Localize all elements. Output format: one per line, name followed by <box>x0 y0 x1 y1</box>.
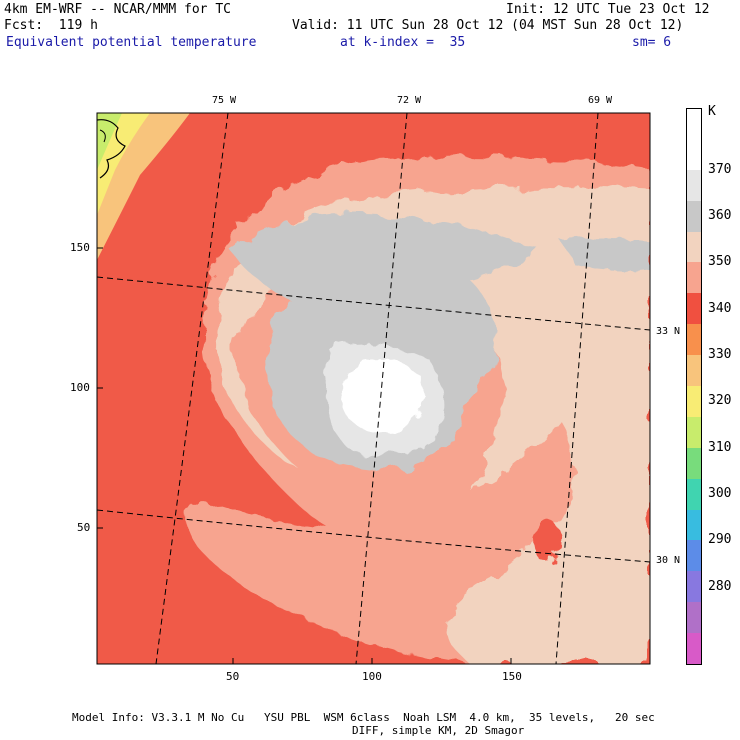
colorbar-swatch <box>686 138 702 170</box>
colorbar-label: 310 <box>708 439 732 455</box>
thetae-fill-360 <box>230 214 540 470</box>
y-tick-label: 150 <box>70 241 90 254</box>
y-tick-label: 50 <box>77 521 91 534</box>
x-tick-label: 150 <box>502 670 522 683</box>
meridian-69w <box>555 113 599 664</box>
colorbar-swatch <box>686 169 702 201</box>
colorbar-swatch <box>686 602 702 634</box>
x-tick-label: 50 <box>226 670 240 683</box>
colorbar-label: 340 <box>708 300 732 316</box>
model-info: Model Info: V3.3.1 M No Cu YSU PBL WSM 6… <box>72 711 655 724</box>
colorbar-swatch <box>686 447 702 479</box>
meridian-75w <box>155 113 229 664</box>
valid-time: Valid: 11 UTC Sun 28 Oct 12 (04 MST Sun … <box>292 18 684 33</box>
smooth-text: sm= 6 <box>632 35 672 50</box>
colorbar-label: 280 <box>708 578 732 594</box>
parallel-30n <box>97 509 650 563</box>
longitude-label: 72 W <box>397 95 422 106</box>
init-time: Init: 12 UTC Tue 23 Oct 12 <box>506 2 710 17</box>
coastline <box>97 119 126 179</box>
longitude-label: 69 W <box>588 95 613 106</box>
colorbar-swatch <box>686 509 702 541</box>
colorbar-label: 330 <box>708 347 732 363</box>
colorbar-swatch <box>686 262 702 294</box>
colorbar-unit: K <box>708 104 716 119</box>
parallel-33n <box>97 276 650 331</box>
meridian-72w <box>355 113 408 664</box>
model-info-physics: DIFF, simple KM, 2D Smagor <box>352 724 525 737</box>
x-tick-label: 100 <box>362 670 382 683</box>
thetae-fill-310 <box>97 113 122 170</box>
colorbar-swatch <box>686 200 702 232</box>
colorbar-swatch <box>686 416 702 448</box>
forecast-hour: Fcst: 119 h <box>4 18 98 33</box>
colorbar-swatch <box>686 386 702 417</box>
colorbar-label: 320 <box>708 393 732 409</box>
colorbar-swatch <box>686 633 702 665</box>
colorbar-label: 300 <box>708 486 732 502</box>
colorbar-label: 290 <box>708 532 732 548</box>
colorbar-label: 370 <box>708 161 732 177</box>
colorbar-swatch <box>686 355 702 386</box>
thetae-fill-band-cell <box>535 519 560 561</box>
thetae-fill-eye <box>341 361 425 433</box>
coastline-inlet <box>99 129 106 143</box>
latitude-label: 30 N <box>656 555 681 566</box>
colorbar-swatch <box>686 540 702 572</box>
y-tick-label: 100 <box>70 381 90 394</box>
colorbar-swatch <box>686 108 702 140</box>
level-text: at k-index = 35 <box>340 35 466 50</box>
colorbar-swatch <box>686 324 702 356</box>
longitude-label: 75 W <box>212 95 237 106</box>
colorbar-swatch <box>686 231 702 263</box>
latitude-label: 33 N <box>656 326 681 337</box>
colorbar-label: 360 <box>708 208 732 224</box>
colorbar-swatch <box>686 478 702 510</box>
colorbar-swatch <box>686 293 702 325</box>
colorbar-label: 350 <box>708 254 732 270</box>
thetae-fill-360-east <box>560 237 650 272</box>
field-name: Equivalent potential temperature <box>6 35 257 50</box>
colorbar-swatch <box>686 571 702 603</box>
model-title: 4km EM-WRF -- NCAR/MMM for TC <box>4 2 231 17</box>
